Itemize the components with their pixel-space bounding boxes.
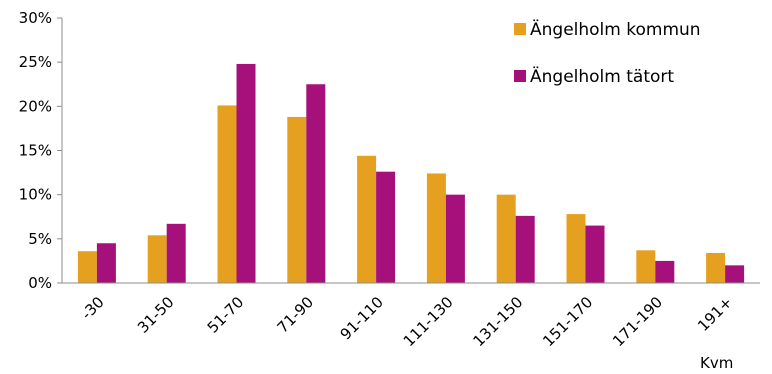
bar-tatort-4: [376, 171, 396, 283]
bar-kommun-1: [147, 235, 167, 283]
y-tick-label: 15%: [19, 142, 52, 160]
bar-tatort-5: [445, 194, 465, 283]
x-tick-label: 51-70: [204, 293, 248, 337]
x-tick-label: 111-130: [400, 293, 457, 350]
legend-label-kommun: Ängelholm kommun: [530, 19, 701, 40]
bar-tatort-2: [236, 63, 256, 283]
bar-tatort-0: [96, 243, 116, 283]
x-axis-unit-label: Kvm: [700, 354, 733, 372]
y-tick-label: 5%: [28, 230, 52, 248]
bar-tatort-3: [306, 84, 326, 283]
bar-kommun-4: [357, 155, 377, 283]
bar-tatort-8: [655, 260, 675, 283]
y-tick-label: 20%: [19, 97, 52, 115]
legend-swatch-tatort: [514, 70, 526, 82]
bar-kommun-8: [636, 250, 656, 283]
axes: [61, 18, 760, 284]
y-tick-label: 25%: [19, 53, 52, 71]
x-tick-label: -30: [78, 293, 108, 323]
bar-kommun-9: [706, 252, 726, 283]
y-tick-label: 30%: [19, 9, 52, 27]
x-tick-label: 151-170: [539, 293, 596, 350]
bar-kommun-0: [77, 251, 97, 283]
bar-kommun-7: [566, 214, 586, 283]
legend: Ängelholm kommun Ängelholm tätort: [514, 19, 701, 87]
y-tick-label: 10%: [19, 186, 52, 204]
x-tick-label: 31-50: [134, 293, 178, 337]
bars: [77, 63, 745, 283]
y-tick-label: 0%: [28, 274, 52, 292]
x-tick-label: 191+: [694, 293, 736, 335]
y-axis-ticks: 0% 5% 10% 15% 20% 25% 30%: [19, 9, 62, 292]
x-tick-label: 131-150: [469, 293, 526, 350]
bar-kommun-3: [287, 116, 307, 283]
x-tick-label: 171-190: [609, 293, 666, 350]
bar-kommun-6: [496, 194, 516, 283]
legend-label-tatort: Ängelholm tätort: [530, 66, 674, 87]
bar-tatort-6: [515, 215, 535, 283]
bar-kommun-5: [426, 173, 446, 283]
x-tick-label: 91-110: [337, 293, 387, 343]
legend-swatch-kommun: [514, 23, 526, 35]
bar-tatort-9: [725, 265, 745, 283]
bar-tatort-7: [585, 225, 605, 283]
x-axis-tick-labels: -30 31-50 51-70 71-90 91-110 111-130 131-150 15…: [78, 293, 736, 350]
bar-tatort-1: [166, 223, 186, 283]
x-tick-label: 71-90: [274, 293, 318, 337]
bar-kommun-2: [217, 105, 237, 283]
